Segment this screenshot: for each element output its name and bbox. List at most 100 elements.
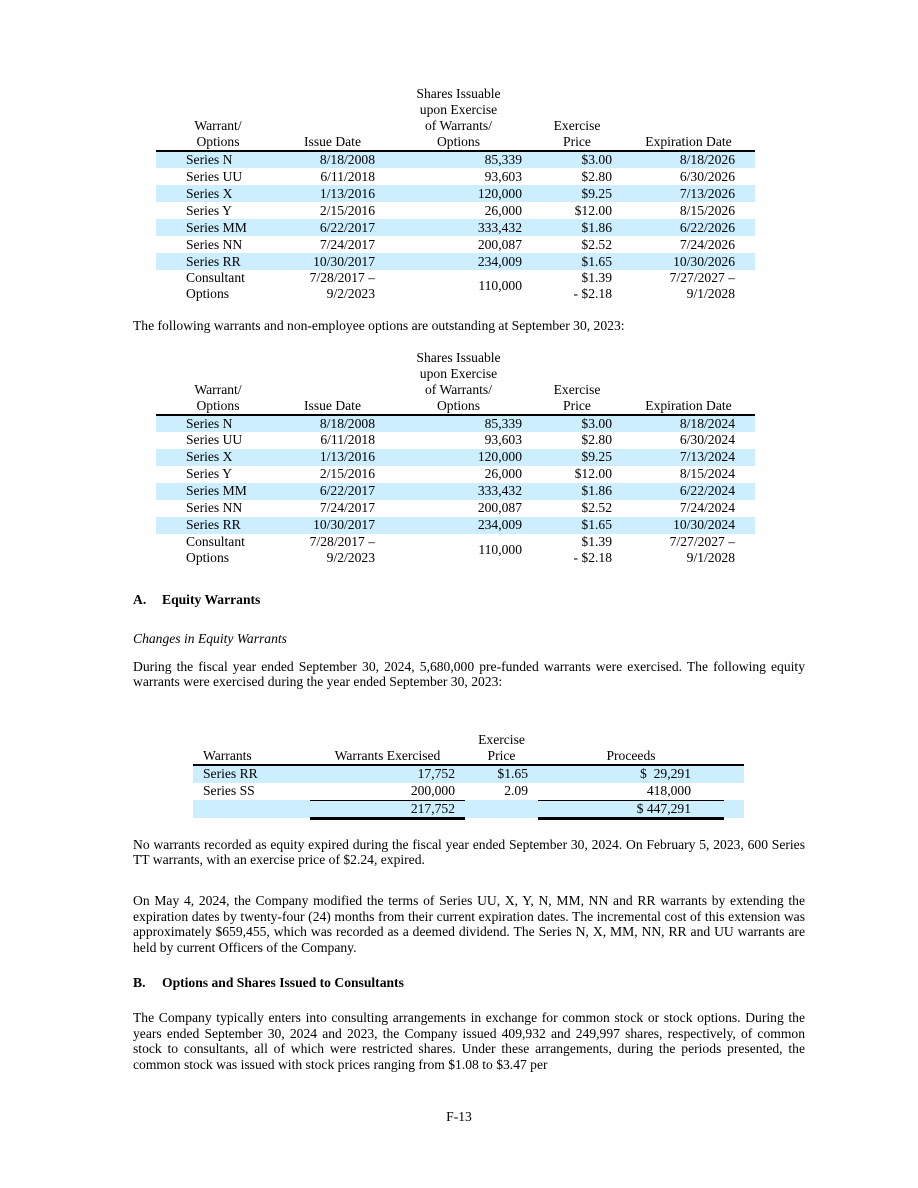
warrant-series-cell: Series SS bbox=[203, 783, 255, 799]
warrants-expired-paragraph: No warrants recorded as equity expired d… bbox=[133, 836, 805, 868]
issue-date-cell: 2/15/2016 bbox=[319, 202, 375, 218]
exercise-price-cell: $2.80 bbox=[581, 432, 612, 448]
expiration-date-cell: 8/15/2024 bbox=[679, 466, 735, 482]
table-row: Series MM 6/22/2017 333,432 $1.86 6/22/2… bbox=[156, 219, 755, 236]
issue-date-cell: 6/22/2017 bbox=[319, 219, 375, 235]
warrant-series-cell: Series N bbox=[186, 415, 233, 431]
issue-date-cell: 7/24/2017 bbox=[319, 236, 375, 252]
warrant-series-cell: Series N bbox=[186, 152, 233, 167]
proceeds-cell: $ 447,291 bbox=[538, 800, 724, 820]
table-row: Series X 1/13/2016 120,000 $9.25 7/13/20… bbox=[156, 448, 755, 466]
table-row: Series UU 6/11/2018 93,603 $2.80 6/30/20… bbox=[156, 168, 755, 185]
expiration-date-cell: 8/18/2024 bbox=[679, 415, 735, 431]
shares-issuable-cell: 333,432 bbox=[477, 483, 522, 499]
warrant-series-cell: Series X bbox=[186, 449, 233, 465]
table-row: Series MM 6/22/2017 333,432 $1.86 6/22/2… bbox=[156, 482, 755, 500]
exercise-price-cell: $9.25 bbox=[581, 449, 612, 465]
expiration-date-cell: 7/24/2024 bbox=[679, 500, 735, 516]
expiration-date-cell: 6/22/2026 bbox=[679, 219, 735, 235]
warrants-outstanding-2024-table: Warrant/Options Issue Date Shares Issuab… bbox=[156, 86, 755, 302]
table-row: Series Y 2/15/2016 26,000 $12.00 8/15/20… bbox=[156, 466, 755, 483]
intro-2023-paragraph: The following warrants and non-employee … bbox=[133, 318, 625, 333]
exercise-price-cell: $1.65 bbox=[497, 766, 528, 782]
column-header-issue-date: Issue Date bbox=[280, 349, 385, 416]
issue-date-cell: 8/18/2008 bbox=[319, 415, 375, 431]
issue-date-cell: 2/15/2016 bbox=[319, 466, 375, 482]
exercise-price-cell: $3.00 bbox=[581, 152, 612, 167]
expiration-date-cell: 7/13/2024 bbox=[679, 449, 735, 465]
warrant-series-cell: Series RR bbox=[186, 517, 241, 533]
warrant-series-cell: Consultant Options bbox=[186, 270, 245, 301]
warrants-exercised-cell: 217,752 bbox=[310, 800, 465, 820]
spacer-cell bbox=[724, 765, 744, 783]
issue-date-cell: 7/28/2017 –9/2/2023 bbox=[309, 270, 375, 301]
exercise-price-cell: $1.86 bbox=[581, 219, 612, 235]
shares-issuable-cell: 85,339 bbox=[484, 152, 522, 167]
shares-issuable-cell: 234,009 bbox=[477, 517, 522, 533]
exercise-price-cell: $1.86 bbox=[581, 483, 612, 499]
shares-issuable-cell: 93,603 bbox=[484, 432, 522, 448]
warrant-series-cell: Series Y bbox=[186, 202, 232, 218]
column-header-spacer bbox=[724, 732, 744, 767]
shares-issuable-cell: 200,087 bbox=[477, 500, 522, 516]
shares-issuable-cell: 26,000 bbox=[484, 466, 522, 482]
warrants-exercised-cell: 200,000 bbox=[310, 782, 465, 801]
column-header-exercise-price: Exercise Price bbox=[532, 349, 622, 416]
shares-issuable-cell: 333,432 bbox=[477, 219, 522, 235]
table-row: Series X 1/13/2016 120,000 $9.25 7/13/20… bbox=[156, 185, 755, 202]
expiration-date-cell: 7/24/2026 bbox=[679, 236, 735, 252]
table-row: Series Y 2/15/2016 26,000 $12.00 8/15/20… bbox=[156, 202, 755, 219]
warrant-series-cell: Series NN bbox=[186, 500, 243, 516]
exercise-price-cell: $1.65 bbox=[581, 253, 612, 269]
warrant-series-cell: Series RR bbox=[186, 253, 241, 269]
exercise-price-cell: $3.00 bbox=[581, 415, 612, 431]
table-row: Series N 8/18/2008 85,339 $3.00 8/18/202… bbox=[156, 414, 755, 432]
column-header-warrant-options: Warrant/Options bbox=[156, 349, 280, 416]
warrants-exercised-body: Series RR 17,752 $1.65 $ 29,291 Series S… bbox=[193, 765, 744, 820]
issue-date-cell: 8/18/2008 bbox=[319, 152, 375, 167]
expiration-date-cell: 6/30/2024 bbox=[679, 432, 735, 448]
warrant-series-cell: Series MM bbox=[186, 483, 247, 499]
exercise-price-cell: $2.80 bbox=[581, 168, 612, 184]
warrants-exercised-table: Warrants Warrants Exercised Exercise Pri… bbox=[193, 732, 744, 820]
exercise-price-cell: $12.00 bbox=[574, 202, 612, 218]
consultants-paragraph: The Company typically enters into consul… bbox=[133, 1009, 805, 1072]
column-header-exercise-price: Exercise Price bbox=[532, 86, 622, 152]
warrant-series-cell: Series UU bbox=[186, 168, 243, 184]
table-row: Series NN 7/24/2017 200,087 $2.52 7/24/2… bbox=[156, 500, 755, 517]
table-header-row: Warrant/Options Issue Date Shares Issuab… bbox=[156, 86, 755, 152]
table-row: Series RR 17,752 $1.65 $ 29,291 bbox=[193, 765, 744, 783]
expiration-date-cell: 8/15/2026 bbox=[679, 202, 735, 218]
shares-issuable-cell: 120,000 bbox=[477, 449, 522, 465]
exercise-price-cell: $12.00 bbox=[574, 466, 612, 482]
exercise-price-cell: $1.39- $2.18 bbox=[573, 533, 612, 565]
section-a-heading: A. Equity Warrants bbox=[133, 592, 805, 608]
issue-date-cell: 10/30/2017 bbox=[313, 253, 375, 269]
shares-issuable-cell: 26,000 bbox=[484, 202, 522, 218]
warrant-series-cell: Series X bbox=[186, 185, 233, 201]
exercise-price-cell: $1.65 bbox=[581, 517, 612, 533]
table-row: Series UU 6/11/2018 93,603 $2.80 6/30/20… bbox=[156, 432, 755, 449]
warrant-series-cell: Consultant Options bbox=[186, 533, 245, 565]
exercise-price-cell bbox=[465, 800, 538, 818]
section-a-title: Equity Warrants bbox=[162, 591, 261, 607]
expiration-date-cell: 7/27/2027 –9/1/2028 bbox=[669, 270, 735, 301]
section-b-label: B. bbox=[133, 974, 146, 990]
warrants-outstanding-2023-table: Warrant/Options Issue Date Shares Issuab… bbox=[156, 349, 755, 566]
issue-date-cell: 7/24/2017 bbox=[319, 500, 375, 516]
issue-date-cell: 6/22/2017 bbox=[319, 483, 375, 499]
issue-date-cell: 6/11/2018 bbox=[320, 168, 375, 184]
warrants-exercised-cell: 17,752 bbox=[417, 766, 455, 782]
column-header-issue-date: Issue Date bbox=[280, 86, 385, 152]
expiration-date-cell: 10/30/2026 bbox=[673, 253, 735, 269]
exercise-price-cell: $9.25 bbox=[581, 185, 612, 201]
issue-date-cell: 10/30/2017 bbox=[313, 517, 375, 533]
expiration-date-cell: 6/30/2026 bbox=[679, 168, 735, 184]
shares-issuable-cell: 200,087 bbox=[477, 236, 522, 252]
expiration-date-cell: 7/13/2026 bbox=[679, 185, 735, 201]
table-row: Series N 8/18/2008 85,339 $3.00 8/18/202… bbox=[156, 151, 755, 168]
issue-date-cell: 6/11/2018 bbox=[320, 432, 375, 448]
exercise-price-cell: $2.52 bbox=[581, 236, 612, 252]
section-b-title: Options and Shares Issued to Consultants bbox=[162, 974, 404, 990]
spacer-cell bbox=[724, 783, 744, 801]
